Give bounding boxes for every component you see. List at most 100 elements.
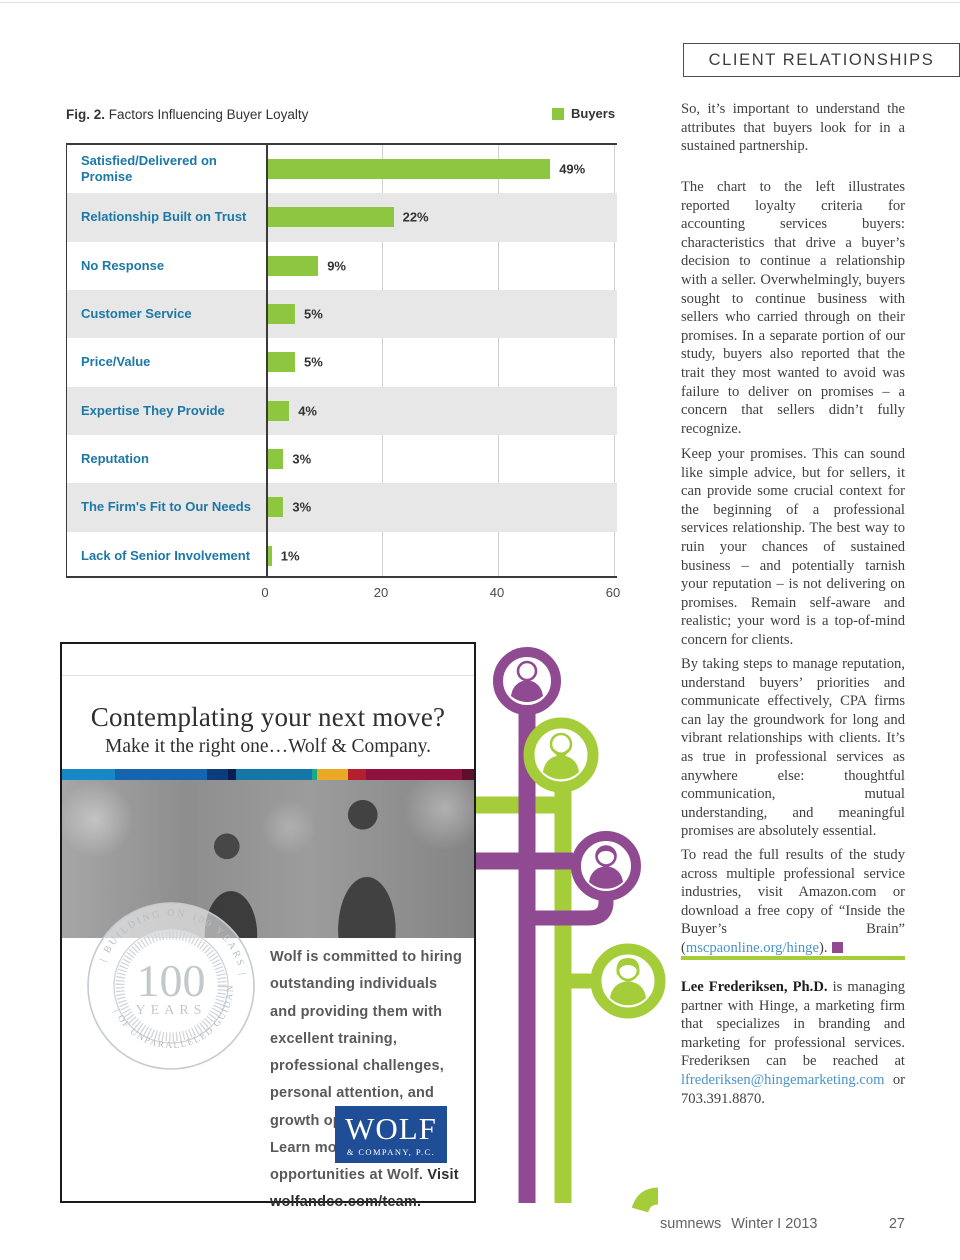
chart-row-plot: 9% — [266, 242, 617, 290]
footer-issue: Winter I 2013 — [731, 1216, 818, 1232]
chart-category-label: No Response — [81, 257, 165, 273]
chart-value-label: 5% — [304, 306, 323, 322]
chart-value-label: 1% — [280, 548, 300, 564]
chart-category-label: Expertise They Provide — [81, 402, 225, 418]
network-purple-elbow — [532, 892, 614, 926]
author-email-link[interactable]: lfrederiksen@hingemarketing.com — [681, 1071, 885, 1088]
chart-row: Satisfied/Delivered on Promise 49% — [67, 145, 617, 193]
badge-tick-ring — [115, 930, 227, 1042]
chart-category-label: The Firm's Fit to Our Needs — [81, 499, 251, 515]
legend-swatch-buyers — [552, 107, 564, 120]
chart-value-label: 4% — [298, 403, 317, 419]
chart-row-plot: 22% — [266, 193, 617, 241]
chart-category-label: Relationship Built on Trust — [81, 209, 247, 225]
chart-gridline — [382, 145, 383, 576]
chart-gridline — [498, 145, 499, 576]
ad-stripe-segment — [462, 769, 474, 780]
wolf-company-logo: WOLF & COMPANY, P.C. — [335, 1106, 447, 1163]
wolf-logo-name: WOLF — [345, 1110, 437, 1146]
chart-x-tick-label: 20 — [373, 585, 389, 600]
article-paragraph-4: By taking steps to manage reputation, un… — [681, 655, 905, 841]
wolf-ad: Contemplating your next move? Make it th… — [60, 642, 476, 1210]
chart-title-text: Factors Influencing Buyer Loyalty — [105, 107, 309, 122]
study-link[interactable]: mscpaonline.org/hinge — [685, 939, 819, 956]
network-avatar-woman-green — [590, 943, 666, 1019]
chart-value-label: 5% — [304, 354, 323, 370]
author-bio: Lee Frederiksen, Ph.D. is managing partn… — [681, 978, 905, 1108]
bar-chart: Satisfied/Delivered on Promise 49% Relatio… — [66, 143, 617, 578]
footer-page-number: 27 — [888, 1216, 905, 1232]
network-avatar-bearded-man-green — [523, 717, 599, 793]
legend-label: Buyers — [571, 106, 616, 121]
chart-bar — [266, 449, 284, 470]
chart-bar — [266, 255, 319, 276]
chart-bar — [266, 159, 551, 180]
network-avatar-woman-purple — [571, 831, 641, 901]
paragraph-text: The chart to the left illustrates report… — [681, 179, 905, 437]
section-header-label: CLIENT RELATIONSHIPS — [708, 50, 935, 69]
chart-category-label: Price/Value — [81, 354, 151, 370]
chart-category-label: Reputation — [81, 451, 149, 467]
chart-row: The Firm's Fit to Our Needs 3% — [67, 483, 617, 532]
chart-row-plot: 49% — [266, 145, 617, 193]
chart-row-plot: 5% — [266, 290, 617, 338]
article-end-mark — [832, 941, 844, 953]
chart-zero-axis — [266, 145, 268, 576]
ad-color-stripe — [62, 769, 474, 780]
ad-visit-line: Visit wolfandco.com/team. — [270, 1167, 459, 1211]
chart-row: Expertise They Provide 4% — [67, 386, 617, 435]
chart-row-plot: 4% — [266, 387, 617, 435]
chart-row: Lack of Senior Involvement 1% — [67, 532, 617, 580]
chart-category-label: Lack of Senior Involvement — [81, 547, 251, 563]
ad-stripe-segment — [348, 769, 366, 780]
article-paragraph-1: So, it’s important to understand the att… — [681, 100, 905, 156]
chart-bar — [266, 497, 284, 518]
chart-title: Fig. 2. Factors Influencing Buyer Loyalt… — [66, 107, 308, 122]
chart-fig-label: Fig. 2. — [66, 107, 106, 122]
chart-row: Reputation 3% — [67, 435, 617, 483]
chart-row-plot: 1% — [266, 532, 617, 580]
badge-100: 100 — [137, 955, 206, 1006]
chart-value-label: 3% — [292, 451, 312, 467]
paragraph-text: Keep your promises. This can sound like … — [681, 446, 905, 648]
chart-bar — [266, 304, 295, 325]
wolf-logo-sub: & COMPANY, P.C. — [346, 1146, 436, 1157]
article-paragraph-2: The chart to the left illustrates report… — [681, 178, 905, 438]
chart-gridline — [614, 145, 615, 576]
chart-row: Relationship Built on Trust 22% — [67, 193, 617, 242]
bio-text: or 703.391.8870. — [681, 1071, 905, 1107]
bio-divider — [681, 956, 905, 960]
chart-value-label: 3% — [292, 499, 312, 515]
chart-row: Customer Service 5% — [67, 290, 617, 339]
ad-stripe-segment — [311, 769, 318, 780]
badge-years: YEARS — [136, 1003, 207, 1018]
chart-value-label: 49% — [559, 161, 586, 177]
author-name: Lee Frederiksen, Ph.D. — [681, 979, 828, 995]
ad-stripe-segment — [365, 769, 463, 780]
page-footer: sumnews Winter I 2013 27 — [660, 1216, 905, 1232]
ad-stripe-segment — [236, 769, 312, 780]
chart-legend: Buyers — [552, 106, 615, 121]
chart-bar — [266, 545, 272, 566]
section-header-box: CLIENT RELATIONSHIPS — [683, 43, 960, 77]
chart-x-tick-label: 0 — [261, 585, 269, 600]
ad-stripe-segment — [115, 769, 208, 780]
ad-stripe-segment — [62, 769, 116, 780]
paragraph-text: By taking steps to manage reputation, un… — [681, 656, 905, 840]
ad-stripe-segment — [228, 769, 237, 780]
footer-magazine: sumnews — [660, 1216, 722, 1232]
article-paragraph-5: To read the full results of the study ac… — [681, 846, 905, 958]
100-years-badge: | BUILDING ON 100 YEARS | | OF UNPARALLE… — [86, 901, 255, 1070]
network-people-graphic — [476, 647, 666, 1213]
chart-value-label: 9% — [327, 258, 346, 274]
chart-x-tick-label: 40 — [489, 585, 505, 600]
chart-category-label: Satisfied/Delivered on Promise — [81, 152, 217, 185]
bio-text: is managing partner with Hinge, a market… — [681, 979, 905, 1070]
chart-bar — [266, 400, 290, 421]
chart-row: No Response 9% — [67, 242, 617, 290]
ad-inner-rule — [62, 675, 474, 676]
ad-photo — [62, 780, 474, 938]
paragraph-text: To read the full results of the study ac… — [681, 847, 905, 956]
chart-row-plot: 3% — [266, 483, 617, 531]
